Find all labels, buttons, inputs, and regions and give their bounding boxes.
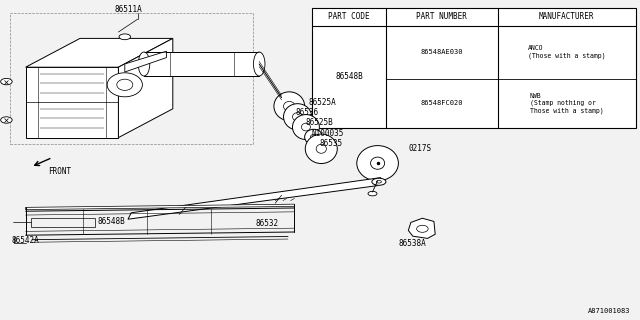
Polygon shape xyxy=(408,218,435,238)
Ellipse shape xyxy=(117,79,133,90)
Text: ANCO
(Those with a stamp): ANCO (Those with a stamp) xyxy=(528,45,605,59)
Text: N100035: N100035 xyxy=(312,129,344,138)
Ellipse shape xyxy=(301,123,310,131)
Ellipse shape xyxy=(119,34,131,40)
Text: FRONT: FRONT xyxy=(48,167,71,176)
Ellipse shape xyxy=(108,73,143,97)
Bar xyxy=(144,52,259,76)
Text: 86548B: 86548B xyxy=(335,72,363,81)
Ellipse shape xyxy=(274,92,305,121)
Polygon shape xyxy=(26,67,118,138)
Ellipse shape xyxy=(305,134,337,164)
Ellipse shape xyxy=(138,52,150,76)
Text: 86511A: 86511A xyxy=(114,5,142,14)
Ellipse shape xyxy=(371,157,385,169)
Bar xyxy=(31,218,95,227)
Text: PART NUMBER: PART NUMBER xyxy=(417,12,467,21)
Ellipse shape xyxy=(357,146,398,181)
Ellipse shape xyxy=(292,115,319,140)
Ellipse shape xyxy=(316,144,326,153)
Bar xyxy=(312,8,636,128)
Ellipse shape xyxy=(305,129,323,145)
Text: 86538A: 86538A xyxy=(399,239,427,248)
Text: 86532: 86532 xyxy=(256,219,279,228)
Text: 86548AE030: 86548AE030 xyxy=(420,49,463,55)
Text: 86525B: 86525B xyxy=(305,118,333,127)
Ellipse shape xyxy=(292,113,303,121)
Polygon shape xyxy=(26,38,173,67)
Ellipse shape xyxy=(1,78,12,85)
Text: 86542A: 86542A xyxy=(12,236,39,245)
Ellipse shape xyxy=(1,117,12,123)
Ellipse shape xyxy=(284,101,295,111)
Ellipse shape xyxy=(310,134,317,140)
Text: MANUFACTURER: MANUFACTURER xyxy=(539,12,595,21)
Polygon shape xyxy=(26,204,294,210)
Ellipse shape xyxy=(253,52,265,76)
Text: 86535: 86535 xyxy=(320,140,343,148)
Polygon shape xyxy=(125,51,166,72)
Text: NWB
(Stamp nothing or
Those with a stamp): NWB (Stamp nothing or Those with a stamp… xyxy=(530,93,604,114)
Polygon shape xyxy=(128,178,381,219)
Ellipse shape xyxy=(284,104,312,130)
Text: 86548FC020: 86548FC020 xyxy=(420,100,463,107)
Ellipse shape xyxy=(376,180,381,183)
Text: 0217S: 0217S xyxy=(408,144,431,153)
Text: 86525A: 86525A xyxy=(308,98,336,107)
Text: 86536: 86536 xyxy=(296,108,319,117)
Ellipse shape xyxy=(372,178,386,185)
Ellipse shape xyxy=(368,191,377,196)
Text: 86548B: 86548B xyxy=(97,217,125,226)
Text: A871001083: A871001083 xyxy=(588,308,630,314)
Ellipse shape xyxy=(417,225,428,232)
Polygon shape xyxy=(118,38,173,138)
Text: PART CODE: PART CODE xyxy=(328,12,370,21)
